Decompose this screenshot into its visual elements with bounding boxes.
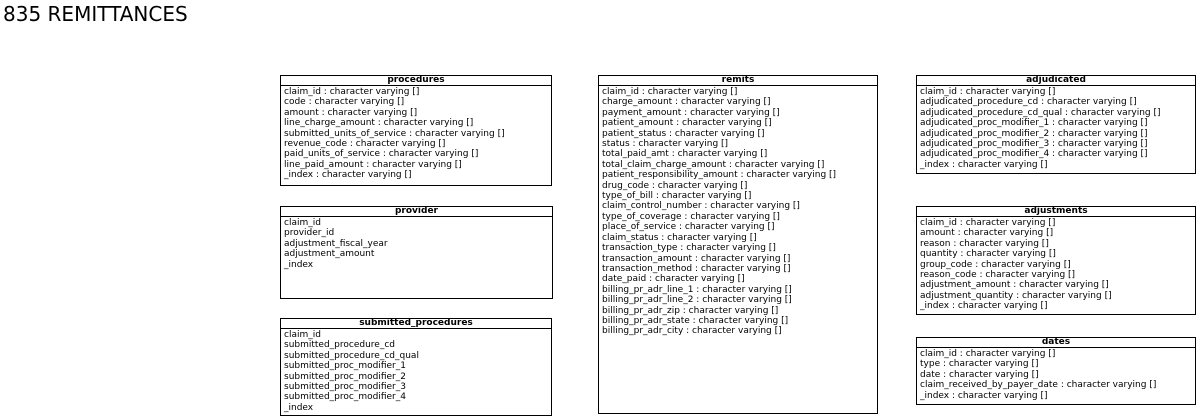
field: claim_status : character varying []: [602, 232, 757, 243]
field: _index : character varying []: [920, 301, 1048, 312]
field: patient_amount : character varying []: [602, 118, 772, 129]
entity-table: remits claim_id : character varying [] cha…: [598, 75, 878, 414]
field: billing_pr_adr_zip : character varying […: [602, 305, 779, 316]
field: adjudicated_proc_modifier_2 : character …: [920, 128, 1148, 139]
field: claim_control_number : character varying…: [602, 201, 800, 212]
entity-name: remits: [599, 76, 877, 86]
field: reason : character varying []: [920, 238, 1049, 249]
field: submitted_procedure_cd_qual: [284, 350, 419, 361]
field: adjudicated_proc_modifier_4 : character …: [920, 149, 1148, 160]
field: line_paid_amount : character varying []: [284, 159, 462, 170]
entity-name: provider: [281, 207, 552, 217]
field: adjudicated_proc_modifier_1 : character …: [920, 118, 1148, 129]
field: submitted_proc_modifier_3: [284, 382, 406, 393]
field: adjudicated_procedure_cd_qual : characte…: [920, 107, 1161, 118]
field: group_code : character varying []: [920, 259, 1071, 270]
field: adjustment_amount: [284, 249, 375, 260]
entity-table: submitted_procedures claim_id submitted_pr…: [280, 318, 552, 416]
field: claim_id : character varying []: [920, 87, 1056, 97]
field: charge_amount : character varying []: [602, 97, 771, 108]
field: billing_pr_adr_city : character varying …: [602, 326, 782, 337]
entity-table: adjustments claim_id : character varying …: [916, 206, 1196, 315]
field: transaction_method : character varying […: [602, 263, 791, 274]
field: adjudicated_proc_modifier_3 : character …: [920, 139, 1148, 150]
field: _index : character varying []: [920, 159, 1048, 170]
field: patient_status : character varying []: [602, 128, 765, 139]
field: type_of_coverage : character varying []: [602, 211, 780, 222]
entity-table: dates claim_id : character varying [] type…: [916, 337, 1196, 405]
field: quantity : character varying []: [920, 249, 1056, 260]
entity-name: adjudicated: [917, 76, 1195, 86]
field: _index : character varying []: [920, 390, 1048, 401]
field-list: claim_id : character varying [] code : ch…: [281, 86, 551, 181]
field: _index: [284, 402, 314, 413]
field: submitted_proc_modifier_1: [284, 361, 406, 372]
entity-name: submitted_procedures: [281, 319, 551, 329]
field: billing_pr_adr_line_2 : character varyin…: [602, 295, 792, 306]
field: transaction_type : character varying []: [602, 243, 776, 254]
entity-table: adjudicated claim_id : character varying …: [916, 75, 1196, 174]
entity-name: procedures: [281, 76, 551, 86]
entity-name: dates: [917, 338, 1195, 348]
field: reason_code : character varying []: [920, 270, 1076, 281]
page-title: 835 REMITTANCES: [3, 2, 188, 26]
field: drug_code : character varying []: [602, 180, 748, 191]
field: total_claim_charge_amount : character va…: [602, 159, 825, 170]
field: paid_units_of_service : character varyin…: [284, 149, 479, 160]
field: adjudicated_procedure_cd : character var…: [920, 97, 1137, 108]
entity-name: adjustments: [917, 207, 1195, 217]
field: _index : character varying []: [284, 170, 412, 181]
field: _index: [284, 259, 314, 270]
field: place_of_service : character varying []: [602, 222, 775, 233]
field: provider_id: [284, 228, 335, 239]
field: claim_id : character varying []: [920, 218, 1056, 228]
entity-table: procedures claim_id : character varying […: [280, 75, 552, 186]
field: billing_pr_adr_line_1 : character varyin…: [602, 284, 792, 295]
field-list: claim_id submitted_procedure_cd submitted_…: [281, 329, 551, 413]
field: submitted_proc_modifier_4: [284, 392, 406, 403]
field: type : character varying []: [920, 359, 1039, 370]
field: amount : character varying []: [284, 107, 418, 118]
field: adjustment_fiscal_year: [284, 238, 388, 249]
field-list: claim_id provider_id adjustment_fiscal_yea…: [281, 217, 552, 270]
field-list: claim_id : character varying [] amount : …: [917, 217, 1195, 312]
field: payment_amount : character varying []: [602, 107, 780, 118]
field: claim_received_by_payer_date : character…: [920, 380, 1157, 391]
field: claim_id : character varying []: [284, 87, 420, 97]
field: submitted_units_of_service : character v…: [284, 128, 505, 139]
field: status : character varying []: [602, 139, 729, 150]
field: adjustment_amount : character varying []: [920, 280, 1109, 291]
field: claim_id : character varying []: [602, 87, 738, 97]
field: submitted_procedure_cd: [284, 340, 396, 351]
field: claim_id: [284, 218, 321, 228]
field: date_paid : character varying []: [602, 274, 745, 285]
field: type_of_bill : character varying []: [602, 191, 752, 202]
field: revenue_code : character varying []: [284, 139, 446, 150]
field: adjustment_quantity : character varying …: [920, 290, 1112, 301]
field: transaction_amount : character varying […: [602, 253, 791, 264]
field: code : character varying []: [284, 97, 405, 108]
field: patient_responsibility_amount : characte…: [602, 170, 837, 181]
field: amount : character varying []: [920, 228, 1054, 239]
field: total_paid_amt : character varying []: [602, 149, 768, 160]
field: submitted_proc_modifier_2: [284, 371, 406, 382]
field-list: claim_id : character varying [] adjudicat…: [917, 86, 1195, 170]
field-list: claim_id : character varying [] charge_am…: [599, 86, 877, 337]
entity-table: provider claim_id provider_id adjustment_fi…: [280, 206, 553, 299]
field: line_charge_amount : character varying […: [284, 118, 474, 129]
field: date : character varying []: [920, 369, 1039, 380]
field: claim_id : character varying []: [920, 349, 1056, 359]
field: claim_id: [284, 330, 321, 340]
field-list: claim_id : character varying [] type : ch…: [917, 348, 1195, 401]
field: billing_pr_adr_state : character varying…: [602, 315, 789, 326]
